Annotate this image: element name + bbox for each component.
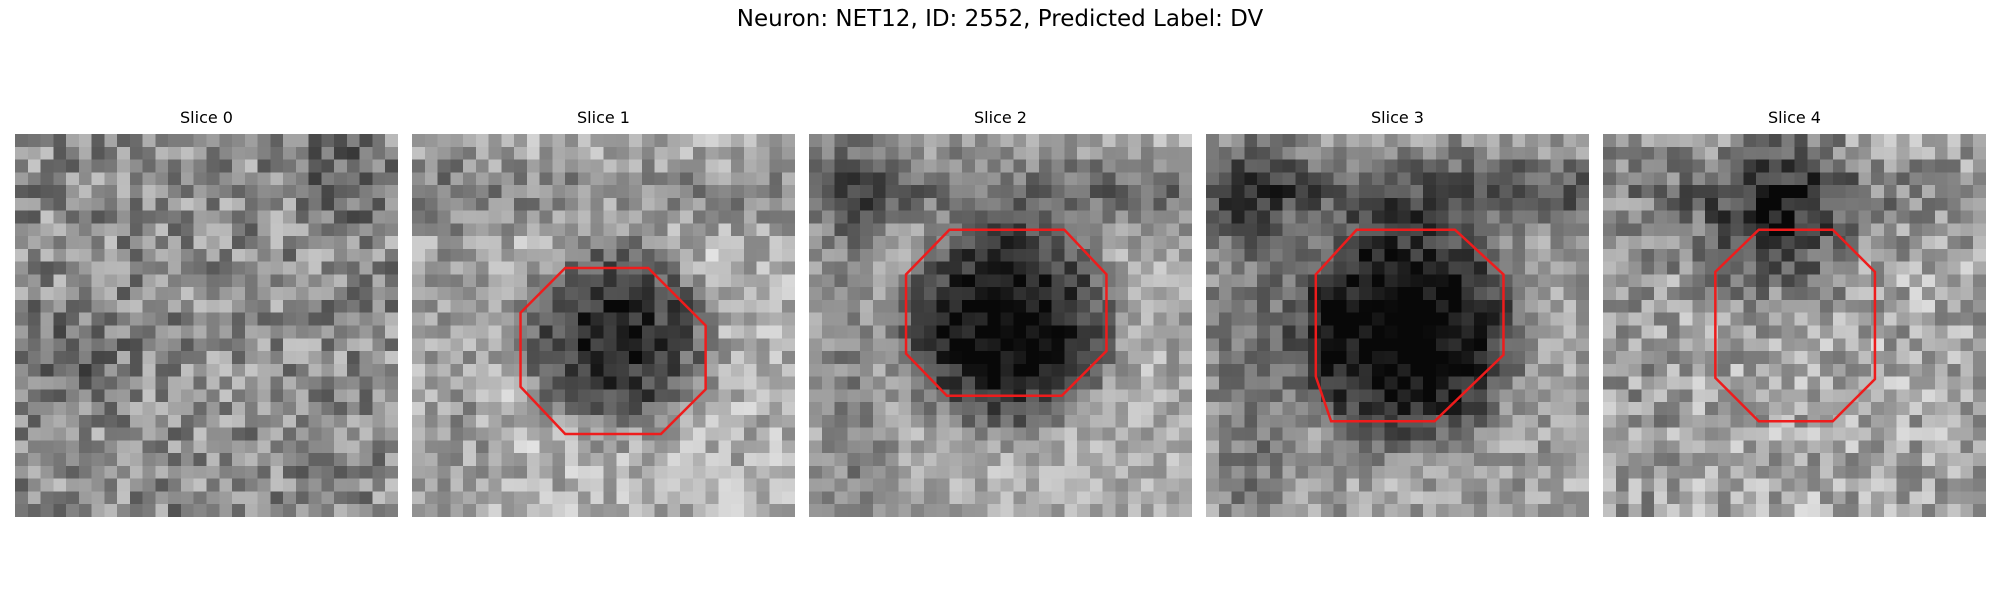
slice-image-2 [809,134,1192,517]
slice-title-0: Slice 0 [180,108,233,127]
slice-image-4 [1603,134,1986,517]
slice-title-1: Slice 1 [577,108,630,127]
pixel-grid [15,134,398,517]
slice-title-4: Slice 4 [1768,108,1821,127]
roi-outline [521,268,706,434]
slice-image-1 [412,134,795,517]
roi-outline [1715,230,1875,422]
figure-title: Neuron: NET12, ID: 2552, Predicted Label… [736,6,1264,32]
roi-outline [906,230,1106,396]
slice-title-2: Slice 2 [974,108,1027,127]
pixel-grid [1603,134,1986,517]
roi-outline [1316,230,1504,422]
slice-image-0 [15,134,398,517]
pixel-grid [1206,134,1589,517]
pixel-grid [412,134,795,517]
slice-title-3: Slice 3 [1371,108,1424,127]
slice-image-3 [1206,134,1589,517]
pixel-grid [809,134,1192,517]
